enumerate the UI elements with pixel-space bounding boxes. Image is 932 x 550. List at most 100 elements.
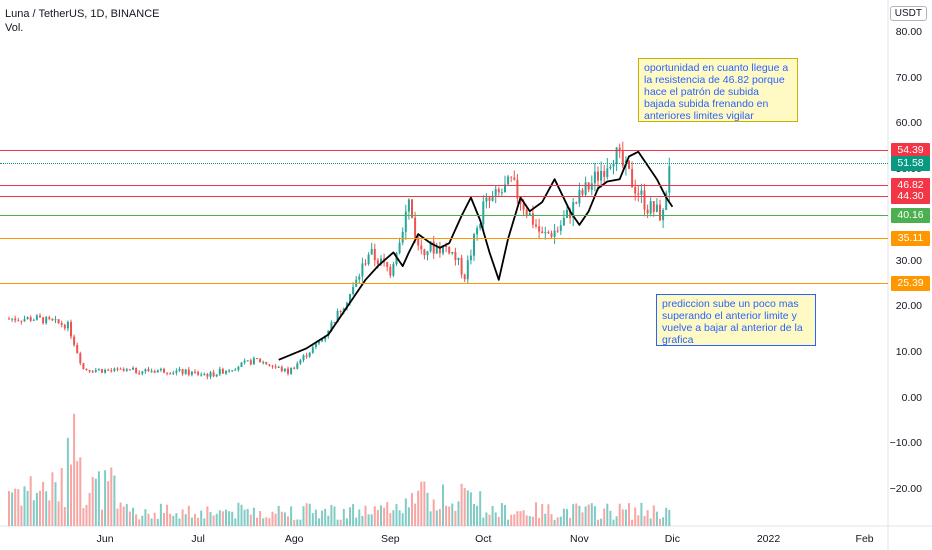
level-line[interactable] — [0, 282, 888, 284]
volume-bar — [438, 508, 441, 526]
price-badge: 51.58 — [891, 155, 930, 171]
volume-bar — [280, 511, 283, 526]
candle — [553, 230, 556, 237]
x-tick-label: Feb — [855, 533, 874, 545]
candle — [240, 362, 243, 367]
prediction-note[interactable]: prediccion sube un poco mas superando el… — [656, 294, 816, 346]
volume-bar — [603, 508, 606, 526]
volume-bar — [386, 502, 389, 526]
candle — [479, 224, 482, 229]
candle — [482, 201, 485, 225]
volume-bar — [190, 517, 193, 526]
candle — [280, 366, 283, 372]
candle — [265, 362, 268, 365]
volume-bar — [32, 500, 35, 526]
y-tick-label: 0.00 — [901, 391, 922, 404]
candle — [314, 343, 317, 348]
volume-bar — [54, 482, 57, 526]
candle — [569, 209, 572, 218]
volume-bar — [659, 518, 661, 526]
volume-bar — [454, 510, 457, 526]
volume-bar — [125, 504, 128, 526]
level-line[interactable] — [0, 162, 888, 164]
volume-bar — [256, 517, 258, 526]
volume-bar — [494, 512, 497, 526]
volume-bar — [609, 510, 612, 526]
volume-bar — [314, 509, 317, 526]
volume-bar — [463, 487, 466, 526]
volume-bar — [249, 514, 252, 526]
price-badge: 40.16 — [891, 208, 930, 224]
volume-bar — [51, 472, 54, 526]
volume-bar — [479, 491, 482, 526]
candle — [20, 320, 23, 322]
level-line[interactable] — [0, 150, 888, 152]
volume-bar — [88, 492, 91, 526]
y-tick-label: 70.00 — [895, 71, 922, 84]
candle — [420, 245, 423, 250]
volume-bar — [119, 502, 122, 526]
candle — [321, 339, 324, 342]
candle — [649, 201, 652, 214]
candle — [435, 247, 438, 254]
volume-bar — [652, 505, 655, 526]
volume-bar — [14, 488, 17, 526]
volume-bar — [187, 505, 190, 526]
candle — [181, 369, 184, 374]
candle — [35, 315, 38, 320]
volume-bar — [308, 503, 311, 526]
candle — [665, 192, 668, 211]
volume-bar — [507, 519, 510, 526]
candle — [445, 245, 448, 247]
volume-bar — [662, 517, 665, 526]
volume-bar — [8, 491, 10, 526]
level-line[interactable] — [0, 196, 888, 198]
candle — [246, 360, 249, 362]
volume-bar — [547, 504, 550, 526]
level-line[interactable] — [0, 215, 888, 217]
volume-bar — [578, 505, 581, 526]
volume-bar — [640, 502, 643, 526]
candle — [311, 347, 314, 353]
volume-bar — [283, 512, 286, 526]
volume-bar — [559, 516, 562, 526]
y-tick-label: 80.00 — [895, 26, 922, 38]
candle — [584, 182, 587, 195]
candle — [79, 353, 82, 364]
volume-bar — [497, 516, 500, 526]
volume-bar — [296, 519, 299, 526]
candle — [411, 199, 413, 218]
volume-bar — [39, 490, 41, 526]
candle — [302, 355, 305, 361]
currency-button[interactable]: USDT — [889, 6, 927, 21]
candle — [82, 363, 85, 369]
candle — [287, 368, 289, 374]
volume-bar — [48, 500, 51, 526]
candle — [469, 255, 472, 261]
candle — [159, 368, 162, 371]
x-tick-label: Ago — [284, 533, 304, 545]
candle — [190, 371, 193, 375]
level-line[interactable] — [0, 184, 888, 186]
resistance-note[interactable]: oportunidad en cuanto llegue a la resist… — [638, 58, 798, 122]
candle — [305, 355, 308, 357]
volume-bar — [209, 512, 212, 526]
candle — [643, 190, 646, 210]
volume-bar — [401, 513, 404, 526]
volume-bar — [11, 492, 14, 526]
volume-bar — [476, 505, 479, 526]
volume-bar — [70, 464, 72, 526]
volume-bar — [593, 506, 596, 526]
candle — [147, 369, 150, 372]
candle — [48, 317, 51, 319]
candle — [60, 323, 63, 325]
volume-bar — [367, 514, 370, 526]
level-line[interactable] — [0, 238, 888, 240]
volume-bar — [299, 519, 302, 526]
volume-bar — [212, 515, 215, 526]
volume-bar — [206, 506, 209, 526]
candle — [597, 171, 599, 181]
volume-bar — [79, 457, 82, 526]
volume-bar — [175, 513, 178, 526]
